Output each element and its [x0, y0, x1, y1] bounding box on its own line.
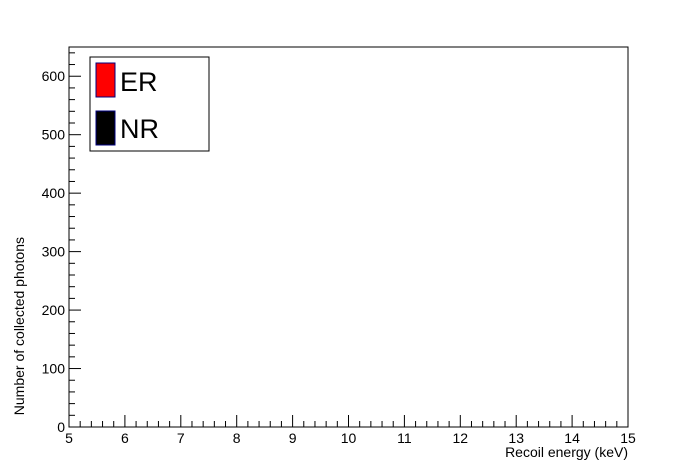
y-tick-label: 0 — [57, 419, 65, 435]
legend-label-nr: NR — [120, 114, 159, 144]
x-tick-label: 7 — [177, 430, 185, 446]
x-tick-label: 14 — [564, 430, 580, 446]
x-axis-tick-labels: 5 6 7 8 9 10 11 12 13 14 15 — [65, 430, 636, 446]
legend-swatch-er — [95, 62, 116, 98]
y-axis-ticks — [69, 52, 81, 428]
x-tick-label: 6 — [121, 430, 129, 446]
legend-label-er: ER — [120, 67, 158, 97]
y-tick-label: 300 — [42, 244, 66, 260]
x-tick-label: 10 — [341, 430, 357, 446]
x-tick-label: 9 — [289, 430, 297, 446]
y-tick-label: 600 — [42, 68, 66, 84]
legend-swatch-nr — [95, 110, 116, 146]
x-tick-label: 5 — [65, 430, 73, 446]
x-tick-label: 11 — [397, 430, 412, 446]
y-tick-label: 200 — [42, 302, 66, 318]
y-axis-title: Number of collected photons — [11, 237, 27, 415]
y-tick-label: 400 — [42, 185, 66, 201]
x-axis-ticks — [68, 415, 629, 427]
x-tick-label: 13 — [508, 430, 524, 446]
y-tick-label: 500 — [42, 127, 66, 143]
legend: ER NR — [89, 56, 210, 152]
x-tick-label: 12 — [453, 430, 469, 446]
x-tick-label: 15 — [620, 430, 636, 446]
y-tick-label: 100 — [42, 361, 66, 377]
y-axis-tick-labels: 0 100 200 300 400 500 600 — [42, 68, 66, 435]
x-tick-label: 8 — [233, 430, 241, 446]
x-axis-title: Recoil energy (keV) — [505, 444, 628, 460]
